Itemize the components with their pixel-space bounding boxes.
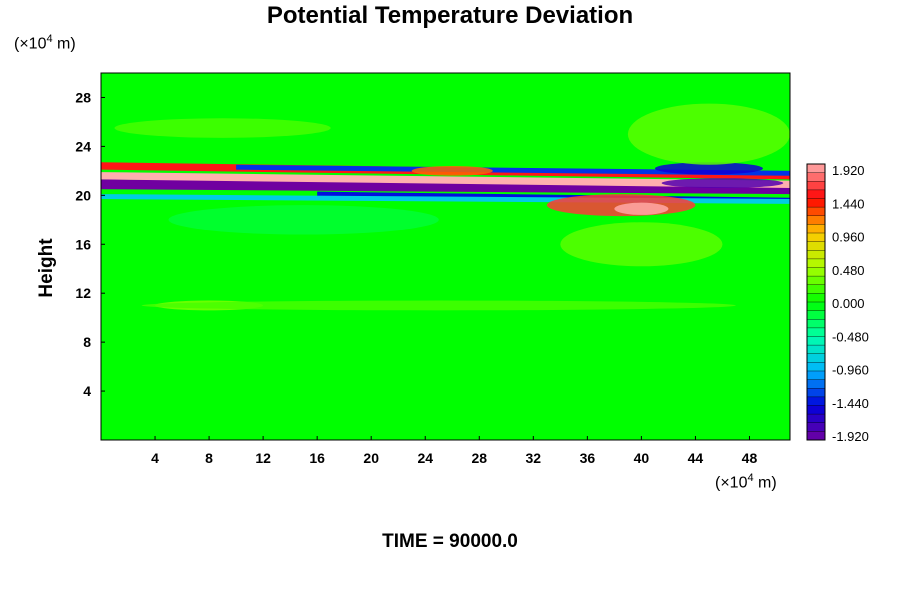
y-axis-ticks: 4 8 12 16 20 24 28 bbox=[75, 89, 105, 399]
colorbar-tick-label: -1.440 bbox=[832, 396, 869, 411]
colorbar-swatch bbox=[807, 241, 825, 251]
colorbar-swatch bbox=[807, 198, 825, 208]
heatmap-plot bbox=[100, 72, 791, 441]
colorbar-swatch bbox=[807, 215, 825, 225]
colorbar-swatch bbox=[807, 258, 825, 268]
colorbar-swatch bbox=[807, 345, 825, 355]
colorbar-swatch bbox=[807, 371, 825, 380]
heatmap-band-3 bbox=[236, 164, 791, 176]
colorbar-tick-label: 0.960 bbox=[832, 230, 865, 245]
y-axis-unit: (×104 m) bbox=[14, 33, 76, 53]
colorbar-swatch bbox=[807, 207, 825, 217]
x-tick-label: 44 bbox=[688, 450, 704, 466]
colorbar-tick-label: 1.440 bbox=[832, 196, 865, 211]
x-tick-label: 24 bbox=[417, 450, 433, 466]
colorbar-swatch bbox=[807, 284, 825, 294]
colorbar-swatch bbox=[807, 422, 825, 432]
colorbar-swatch bbox=[807, 336, 825, 346]
heatmap-blob-16 bbox=[114, 118, 331, 138]
x-tick-label: 16 bbox=[309, 450, 325, 466]
colorbar-swatch bbox=[807, 293, 825, 303]
colorbar-swatch bbox=[807, 362, 825, 372]
heatmap-blob-14 bbox=[141, 300, 736, 311]
colorbar-swatch bbox=[807, 267, 825, 277]
y-tick-label: 8 bbox=[83, 334, 91, 350]
colorbar-tick-label: -1.920 bbox=[832, 429, 869, 444]
x-tick-label: 28 bbox=[471, 450, 487, 466]
colorbar-tick-label: 1.920 bbox=[832, 163, 865, 178]
heatmap-band-1 bbox=[101, 172, 790, 188]
plot-frame bbox=[100, 72, 791, 441]
x-axis-ticks: 4 8 12 16 20 24 28 32 36 40 44 48 bbox=[151, 436, 757, 466]
y-tick-label: 20 bbox=[75, 187, 91, 203]
colorbar-swatch bbox=[807, 319, 825, 329]
colorbar-swatch bbox=[807, 353, 825, 363]
colorbar-swatch bbox=[807, 233, 825, 242]
heatmap-blob-13 bbox=[627, 103, 790, 165]
colorbar-swatch bbox=[807, 379, 825, 389]
y-tick-label: 12 bbox=[75, 285, 91, 301]
x-tick-label: 12 bbox=[255, 450, 271, 466]
colorbar-swatch bbox=[807, 414, 825, 424]
colorbar-tick-label: -0.480 bbox=[832, 329, 869, 344]
x-axis-unit: (×104 m) bbox=[715, 472, 777, 492]
y-tick-label: 16 bbox=[75, 236, 91, 252]
x-tick-label: 8 bbox=[205, 450, 213, 466]
colorbar-swatch bbox=[807, 431, 825, 441]
colorbar-frame bbox=[806, 163, 826, 441]
colorbar-swatch bbox=[807, 250, 825, 260]
y-tick-label: 24 bbox=[75, 138, 91, 154]
colorbar-swatch bbox=[807, 405, 825, 415]
colorbar-swatch bbox=[807, 189, 825, 199]
heatmap-blob-12 bbox=[560, 222, 723, 267]
colorbar-swatch bbox=[807, 181, 825, 191]
heatmap-blob-10 bbox=[411, 165, 493, 176]
heatmap-blob-9 bbox=[661, 178, 784, 188]
x-tick-label: 48 bbox=[742, 450, 758, 466]
colorbar-swatch bbox=[807, 310, 825, 320]
heatmap-blob-15 bbox=[168, 205, 439, 235]
x-tick-label: 40 bbox=[634, 450, 650, 466]
colorbar-tick-label: 0.480 bbox=[832, 263, 865, 278]
heatmap-blob-8 bbox=[654, 162, 763, 175]
colorbar-tick-label: -0.960 bbox=[832, 363, 869, 378]
colorbar-swatch bbox=[807, 396, 825, 406]
time-label: TIME = 90000.0 bbox=[382, 531, 518, 552]
x-tick-label: 20 bbox=[363, 450, 379, 466]
colorbar-swatch bbox=[807, 172, 825, 182]
heatmap-band-0 bbox=[101, 179, 790, 195]
x-tick-label: 36 bbox=[580, 450, 596, 466]
colorbar-swatch bbox=[807, 276, 825, 286]
colorbar-swatch bbox=[807, 302, 825, 311]
heatmap-features bbox=[101, 103, 791, 311]
colorbar-tick-label: 0.000 bbox=[832, 296, 865, 311]
x-tick-label: 4 bbox=[151, 450, 159, 466]
colorbar-swatch bbox=[807, 327, 825, 337]
colorbar-swatch bbox=[807, 388, 825, 398]
x-tick-label: 32 bbox=[526, 450, 542, 466]
colorbar-swatch bbox=[807, 164, 825, 173]
colorbar: 1.920 1.440 0.960 0.480 0.000 -0.480 -0.960 -1.… bbox=[806, 163, 869, 444]
chart-title: Potential Temperature Deviation bbox=[266, 2, 634, 29]
y-tick-label: 4 bbox=[83, 383, 91, 399]
heatmap-blob-7 bbox=[614, 202, 669, 215]
y-tick-label: 28 bbox=[75, 89, 91, 105]
colorbar-swatch bbox=[807, 224, 825, 234]
